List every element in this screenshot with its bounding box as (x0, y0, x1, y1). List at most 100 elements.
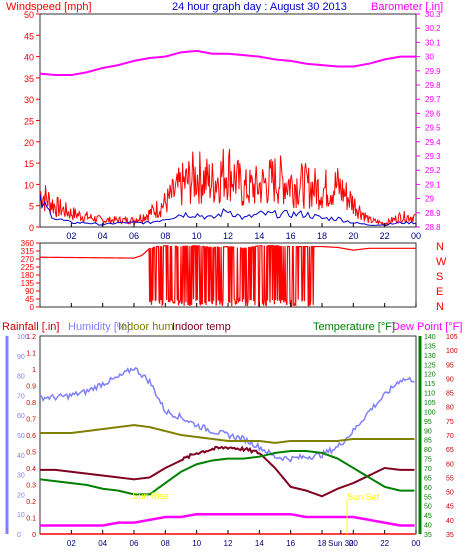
time-tick: 20 (349, 539, 358, 548)
time-tick: 20 (348, 231, 358, 241)
time-tick: 16 (286, 231, 296, 241)
barometer-tick: 29.5 (425, 124, 441, 133)
sunrise-annotation: Sun Rise (132, 491, 169, 501)
sunset-annotation: Sun Set (347, 492, 380, 502)
barometer-tick: 29.1 (425, 180, 441, 189)
wind-barometer-series (39, 49, 417, 227)
time-tick: Sun 30 (328, 539, 354, 548)
temperature-tick: 105 (424, 400, 436, 407)
compass-label: N (436, 241, 444, 253)
series-line-indoor-hum (40, 424, 415, 444)
temperature-tick: 80 (424, 447, 432, 454)
wind-direction-line (39, 245, 416, 308)
series-line-indoor-temp (40, 445, 415, 498)
windspeed-tick: 45 (24, 31, 34, 41)
dewpoint-tick: 105 (446, 334, 458, 341)
rain-tick: 0.6 (26, 433, 36, 440)
barometer-tick: 28.9 (425, 209, 441, 218)
rain-tick: 0.3 (26, 483, 36, 490)
windspeed-tick-labels: 0 5 10 15 20 25 30 35 40 45 50 (24, 10, 40, 233)
windspeed-tick: 15 (24, 159, 34, 169)
rain-tick: 0.7 (26, 417, 36, 424)
barometer-tick: 29.9 (425, 67, 441, 76)
rain-tick: 1 (32, 367, 36, 374)
windspeed-tick: 40 (24, 53, 34, 63)
temperature-tick: 75 (424, 457, 432, 464)
humidity-tick: 10 (17, 512, 25, 519)
time-tick: 06 (130, 539, 139, 548)
indoor-hum-label: Indoor hum (118, 321, 174, 333)
indoor-temp-label: Indoor temp (172, 321, 231, 333)
time-tick: 10 (192, 231, 202, 241)
dewpoint-tick: 100 (446, 348, 458, 355)
temperature-tick: 60 (424, 485, 432, 492)
barometer-tick-labels: 28.8 28.9 29 29.1 29.2 29.3 29.4 29.5 29.6 29.7 29… (416, 10, 441, 232)
temperature-tick: 130 (424, 353, 436, 360)
time-tick: 18 (318, 539, 327, 548)
dewpoint-tick: 80 (446, 405, 454, 412)
direction-tick: 360 (21, 239, 35, 248)
compass-label: E (436, 286, 443, 298)
barometer-tick: 29.8 (425, 81, 441, 90)
time-tick: 16 (286, 539, 295, 548)
time-tick: 04 (98, 231, 108, 241)
chart-title: 24 hour graph day : August 30 2013 (172, 1, 347, 13)
temperature-tick: 85 (424, 438, 432, 445)
temperature-tick: 55 (424, 494, 432, 501)
rain-tick: 0.9 (26, 384, 36, 391)
temperature-tick: 45 (424, 513, 432, 520)
time-tick: 08 (160, 231, 170, 241)
temperature-tick: 100 (424, 409, 436, 416)
temperature-tick: 135 (424, 343, 436, 350)
time-tick: 12 (224, 539, 233, 548)
dewpoint-tick: 70 (446, 433, 454, 440)
barometer-tick: 30.2 (425, 24, 441, 33)
time-tick: 22 (380, 231, 390, 241)
dewpoint-tick: 60 (446, 461, 454, 468)
direction-tick: 0 (30, 303, 35, 312)
rain-tick: 0.5 (26, 450, 36, 457)
rain-temp-series (39, 366, 415, 535)
time-tick: 14 (255, 539, 264, 548)
barometer-line (39, 49, 416, 77)
rainfall-axis-label: Rainfall [.in] (2, 321, 59, 333)
direction-tick: 270 (21, 255, 35, 264)
time-tick: 04 (98, 539, 107, 548)
time-tick: 18 (317, 231, 327, 241)
windspeed-tick: 25 (24, 117, 34, 127)
humidity-tick: 80 (17, 374, 25, 381)
humidity-tick: 40 (17, 453, 25, 460)
temperature-tick: 115 (424, 381, 435, 388)
barometer-tick: 30.3 (425, 10, 441, 19)
dewpoint-tick: 50 (446, 490, 454, 497)
humidity-tick: 60 (17, 413, 25, 420)
direction-tick: 180 (21, 271, 35, 280)
humidity-tick: 20 (17, 492, 25, 499)
dewpoint-tick: 85 (446, 391, 454, 398)
dewpoint-tick: 45 (446, 504, 454, 511)
temperature-tick: 35 (424, 532, 432, 539)
rain-tick: 1.1 (26, 351, 36, 358)
temperature-tick: 40 (424, 523, 432, 530)
temperature-tick: 90 (424, 428, 432, 435)
rain-tick: 0.2 (26, 499, 36, 506)
time-tick: 06 (129, 231, 139, 241)
direction-tick: 90 (25, 287, 34, 296)
dewpoint-tick: 40 (446, 518, 454, 525)
barometer-tick: 30.1 (425, 38, 441, 47)
barometer-tick: 28.8 (425, 223, 441, 232)
humidity-tick: 70 (17, 393, 25, 400)
rain-tick: 0 (32, 532, 36, 539)
barometer-tick: 29.2 (425, 166, 441, 175)
compass-label: N (436, 301, 444, 313)
temperature-tick: 110 (424, 391, 435, 398)
humidity-tick: 100 (17, 334, 29, 341)
dewpoint-tick: 90 (446, 376, 454, 383)
barometer-tick: 29.3 (425, 152, 441, 161)
windspeed-tick: 20 (24, 138, 34, 148)
dewpoint-tick: 65 (446, 447, 454, 454)
direction-tick: 225 (21, 263, 35, 272)
